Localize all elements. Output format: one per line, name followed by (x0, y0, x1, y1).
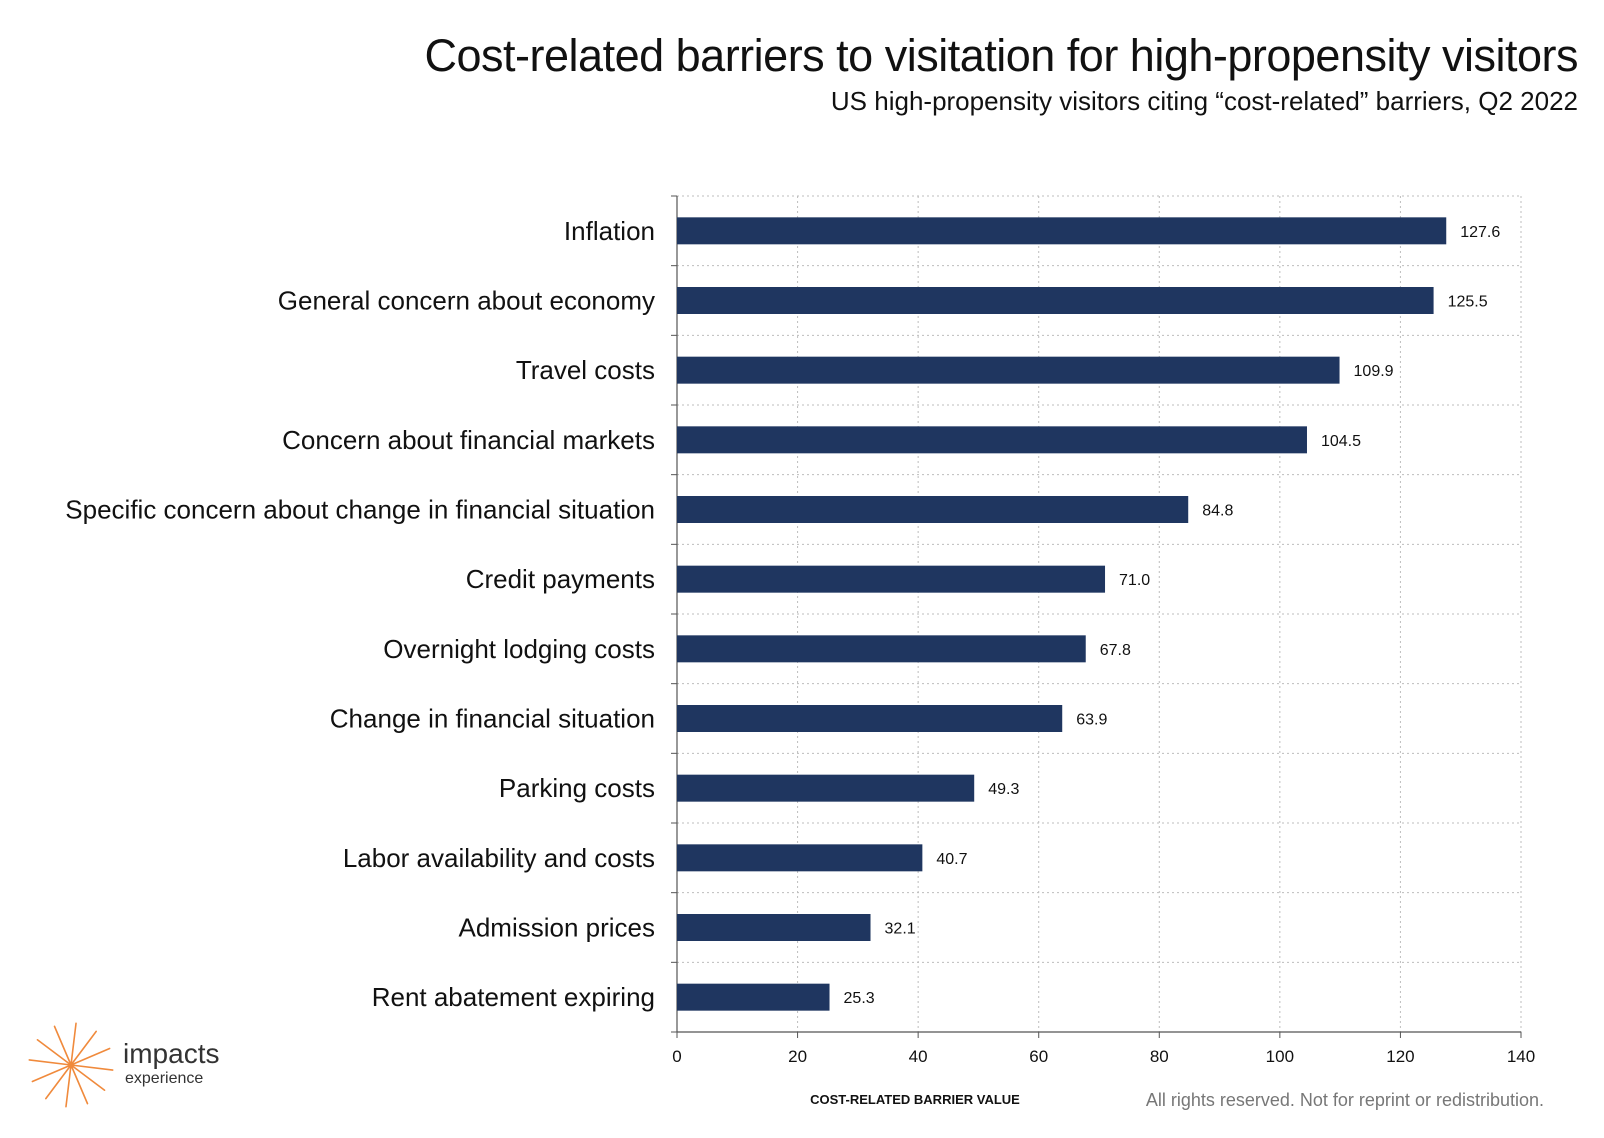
x-tick-label: 60 (1029, 1047, 1048, 1066)
bar (677, 983, 830, 1011)
x-tick-label: 40 (909, 1047, 928, 1066)
logo-ray (70, 1064, 89, 1105)
logo-ray (70, 1022, 77, 1066)
value-label: 40.7 (936, 851, 967, 868)
bar (677, 496, 1189, 523)
logo-ray (70, 1047, 111, 1066)
brand-name: impacts (123, 1038, 220, 1069)
x-tick-label: 140 (1507, 1047, 1535, 1066)
logo-ray (36, 1038, 72, 1066)
logo-ray (53, 1025, 72, 1066)
bar (677, 217, 1447, 245)
bar (677, 565, 1106, 593)
bar (677, 287, 1434, 314)
category-label: Specific concern about change in financi… (65, 495, 655, 525)
category-label: Change in financial situation (330, 704, 655, 734)
value-label: 25.3 (844, 990, 875, 1007)
logo-ray (31, 1064, 72, 1083)
bar (677, 774, 975, 802)
value-label: 67.8 (1100, 642, 1131, 659)
axes (671, 195, 1522, 1038)
copyright-notice: All rights reserved. Not for reprint or … (1145, 1090, 1544, 1110)
x-tick-labels: 0 20 40 60 80 100 120 140 (672, 1047, 1535, 1066)
x-axis-label: COST-RELATED BARRIER VALUE (810, 1092, 1020, 1107)
chart-title: Cost-related barriers to visitation for … (424, 30, 1579, 81)
brand-tagline: experience (125, 1070, 204, 1087)
logo-ray (65, 1064, 72, 1108)
value-label: 104.5 (1321, 433, 1361, 450)
logo-starburst-icon (28, 1022, 114, 1108)
category-label: Admission prices (458, 913, 655, 943)
bar (677, 705, 1063, 732)
logo-ray (44, 1064, 72, 1100)
value-labels: 127.6 125.5 109.9 104.5 84.8 71.0 67.8 63.9 49.3… (844, 224, 1501, 1007)
logo-ray (28, 1059, 72, 1066)
logo-ray (70, 1064, 114, 1071)
x-tick-label: 120 (1386, 1047, 1414, 1066)
x-tick-label: 20 (788, 1047, 807, 1066)
category-label: Concern about financial markets (282, 425, 655, 455)
category-label: Credit payments (466, 564, 655, 594)
bars (677, 217, 1447, 1011)
grid-lines (677, 195, 1522, 1033)
logo-ray (70, 1030, 98, 1066)
x-tick-label: 100 (1266, 1047, 1294, 1066)
value-label: 32.1 (885, 921, 916, 938)
value-label: 49.3 (988, 781, 1019, 798)
chart-subtitle: US high-propensity visitors citing “cost… (830, 86, 1578, 116)
category-label: Travel costs (516, 355, 655, 385)
value-label: 125.5 (1448, 294, 1488, 311)
category-label: Overnight lodging costs (383, 634, 655, 664)
bar (677, 844, 923, 872)
value-label: 63.9 (1076, 712, 1107, 729)
bar (677, 914, 871, 941)
bar (677, 356, 1340, 384)
category-label: Rent abatement expiring (372, 982, 655, 1012)
value-label: 127.6 (1460, 224, 1500, 241)
category-label: Parking costs (499, 773, 655, 803)
bar (677, 426, 1307, 454)
category-label: Labor availability and costs (343, 843, 655, 873)
category-label: General concern about economy (278, 286, 655, 316)
value-label: 71.0 (1119, 572, 1150, 589)
value-label: 84.8 (1202, 503, 1233, 520)
logo-ray (70, 1064, 106, 1092)
value-label: 109.9 (1354, 363, 1394, 380)
category-labels: Inflation General concern about economy Tr… (65, 216, 655, 1012)
x-tick-label: 80 (1150, 1047, 1169, 1066)
x-tick-label: 0 (672, 1047, 681, 1066)
bar (677, 635, 1086, 663)
category-label: Inflation (564, 216, 655, 246)
